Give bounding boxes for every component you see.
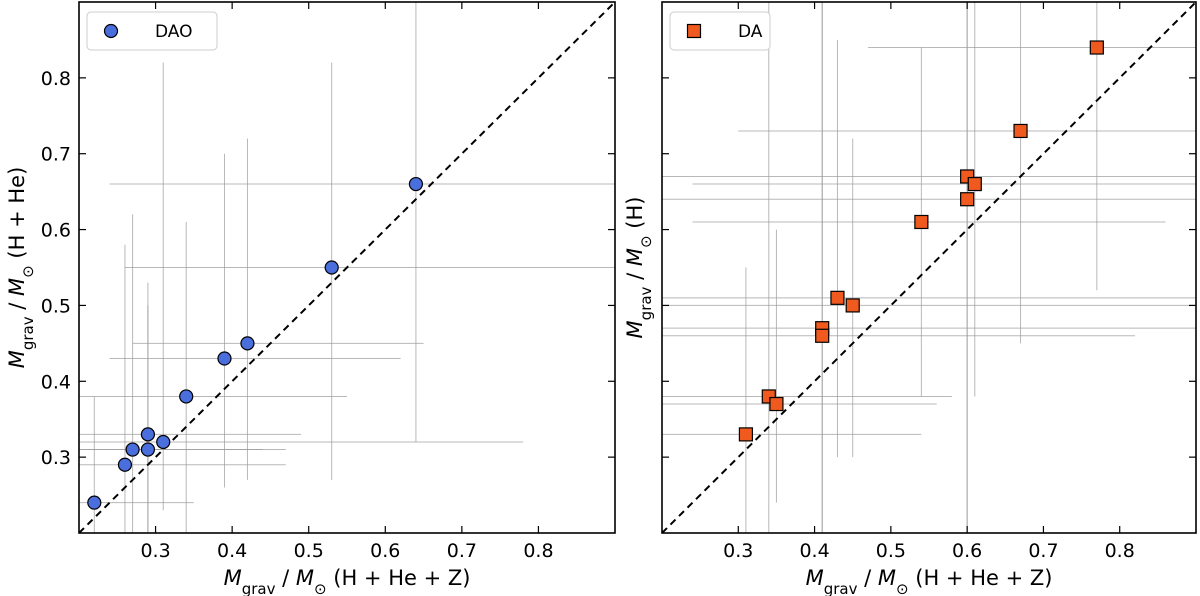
one-to-one-line	[662, 2, 1196, 533]
x-tick-label: 0.8	[523, 540, 553, 562]
legend-marker	[686, 23, 702, 39]
plot-area	[79, 2, 615, 533]
data-point	[1013, 123, 1028, 139]
legend-marker	[103, 23, 119, 39]
data-point	[125, 442, 140, 457]
panel-left: 0.3 0.4 0.5 0.6 0.7 0.8 0.3 0.4 0.5 0.6 0.7 0.8 Mgra…	[5, 1, 616, 596]
data-point	[738, 427, 754, 442]
x-axis-label: Mgrav / M⊙ (H + He + Z)	[806, 566, 1053, 596]
x-tick-label: 0.5	[876, 540, 906, 562]
data-point	[1089, 40, 1104, 55]
x-tick-label: 0.6	[370, 540, 400, 562]
data-point	[117, 457, 133, 472]
y-tick-label: 0.6	[41, 220, 71, 242]
legend-label: DA	[738, 22, 763, 42]
legend: DAO	[86, 11, 218, 51]
x-axis-label: Mgrav / M⊙ (H + He + Z)	[224, 566, 471, 596]
x-tick-label: 0.7	[447, 540, 477, 562]
legend: DA	[669, 11, 771, 51]
x-tick-label: 0.3	[140, 540, 170, 562]
x-tick-label: 0.6	[952, 540, 982, 562]
y-axis-label: Mgrav / M⊙ (H)	[623, 197, 655, 339]
axes-frame	[661, 1, 1197, 534]
data-point	[140, 427, 156, 442]
data-point	[914, 214, 929, 230]
data-point	[217, 351, 232, 366]
data-point	[140, 442, 156, 457]
data-point	[240, 336, 255, 351]
data-point	[769, 396, 784, 412]
legend-box	[86, 11, 218, 51]
y-tick-label: 0.5	[41, 295, 71, 317]
x-tick-label: 0.7	[1028, 540, 1058, 562]
data-point	[179, 389, 194, 404]
data-point	[156, 434, 171, 450]
axes-frame	[78, 1, 616, 534]
y-tick-label: 0.8	[41, 68, 71, 90]
plot-area	[662, 2, 1196, 533]
x-tick-label: 0.4	[799, 540, 829, 562]
legend-box	[669, 11, 771, 51]
data-point	[845, 298, 860, 313]
y-tick-label: 0.3	[41, 447, 71, 469]
data-point	[960, 192, 975, 207]
data-point	[324, 260, 339, 275]
y-tick-label: 0.7	[41, 144, 71, 166]
data-point	[830, 290, 845, 305]
x-tick-label: 0.4	[217, 540, 247, 562]
legend-label: DAO	[155, 22, 193, 42]
y-tick-label: 0.4	[41, 371, 71, 393]
data-point	[87, 495, 102, 510]
x-tick-label: 0.3	[723, 540, 753, 562]
x-tick-label: 0.5	[294, 540, 324, 562]
data-point	[408, 176, 424, 192]
panel-right: 0.3 0.4 0.5 0.6 0.7 0.8 Mgrav / M⊙ (H + He + Z…	[623, 1, 1197, 596]
data-point	[967, 176, 982, 192]
x-tick-label: 0.8	[1105, 540, 1135, 562]
data-point	[815, 328, 830, 343]
y-axis-label: Mgrav / M⊙ (H + He)	[5, 167, 37, 369]
